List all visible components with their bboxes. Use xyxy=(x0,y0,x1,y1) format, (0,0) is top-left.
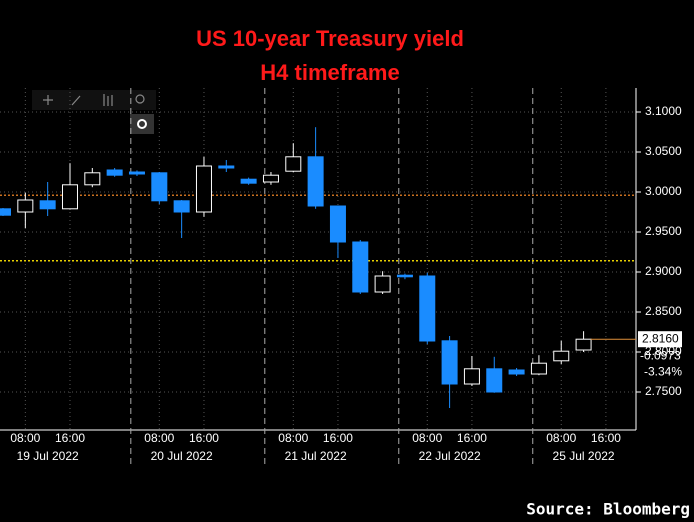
x-tick-label: 16:00 xyxy=(457,431,487,445)
y-tick-label: 3.0000 xyxy=(645,184,682,198)
toolbar xyxy=(32,90,156,134)
day-label: 25 Jul 2022 xyxy=(553,449,615,463)
candle-body xyxy=(508,369,525,375)
y-tick-label: 2.9000 xyxy=(645,264,682,278)
x-tick-label: 16:00 xyxy=(591,431,621,445)
x-tick-label: 08:00 xyxy=(144,431,174,445)
x-tick-label: 16:00 xyxy=(323,431,353,445)
y-tick-label: 3.0500 xyxy=(645,144,682,158)
draw-icon[interactable] xyxy=(71,95,81,106)
x-tick-label: 08:00 xyxy=(546,431,576,445)
candle-body xyxy=(329,205,346,243)
change-label: -0.0973 xyxy=(640,348,681,362)
chart-title: US 10-year Treasury yield xyxy=(196,26,464,51)
day-label: 21 Jul 2022 xyxy=(285,449,347,463)
candle-body xyxy=(262,174,279,183)
candle-body xyxy=(128,171,145,175)
candle-body xyxy=(530,362,547,375)
y-tick-label: 2.7500 xyxy=(645,384,682,398)
toolbar-bg xyxy=(32,90,156,110)
x-tick-label: 08:00 xyxy=(412,431,442,445)
candle-body xyxy=(240,178,257,184)
zoom-icon[interactable] xyxy=(135,94,145,104)
candle-body xyxy=(61,184,78,210)
settings-icon xyxy=(137,119,147,129)
chart-subtitle: H4 timeframe xyxy=(260,60,399,85)
last-price-label: 2.8160 xyxy=(642,331,679,345)
day-label: 19 Jul 2022 xyxy=(17,449,79,463)
last-price-box xyxy=(638,331,682,348)
candle-body xyxy=(396,274,413,278)
settings-button[interactable] xyxy=(130,114,154,134)
candle-body xyxy=(17,199,34,213)
candle-body xyxy=(195,165,212,213)
candle-body xyxy=(352,241,369,293)
x-tick-label: 16:00 xyxy=(189,431,219,445)
day-label: 20 Jul 2022 xyxy=(151,449,213,463)
study-icon[interactable] xyxy=(103,94,113,106)
x-tick-label: 16:00 xyxy=(55,431,85,445)
y-tick-label: 2.8000 xyxy=(645,344,682,358)
candle-body xyxy=(486,368,503,393)
candle-body xyxy=(39,200,56,210)
candle-body xyxy=(307,156,324,207)
candle-body xyxy=(173,200,190,213)
y-tick-label: 3.1000 xyxy=(645,104,682,118)
candle-body xyxy=(419,275,436,342)
day-label: 22 Jul 2022 xyxy=(419,449,481,463)
candle-body xyxy=(0,208,11,216)
candle-body xyxy=(553,350,570,362)
x-tick-label: 08:00 xyxy=(10,431,40,445)
candle-body xyxy=(84,172,101,186)
candle-body xyxy=(285,156,302,172)
candle-body xyxy=(463,368,480,385)
candle-body xyxy=(218,165,235,169)
candle-body xyxy=(374,275,391,293)
candle-body xyxy=(151,172,168,202)
x-tick-label: 08:00 xyxy=(278,431,308,445)
crosshair-icon[interactable] xyxy=(43,95,53,105)
y-tick-label: 2.9500 xyxy=(645,224,682,238)
candle-body xyxy=(106,169,123,176)
candle-body xyxy=(441,340,458,385)
source: Source: Bloomberg xyxy=(526,500,690,519)
candle-body xyxy=(575,338,592,351)
y-tick-label: 2.8500 xyxy=(645,304,682,318)
change-pct-label: -3.34% xyxy=(644,364,682,378)
